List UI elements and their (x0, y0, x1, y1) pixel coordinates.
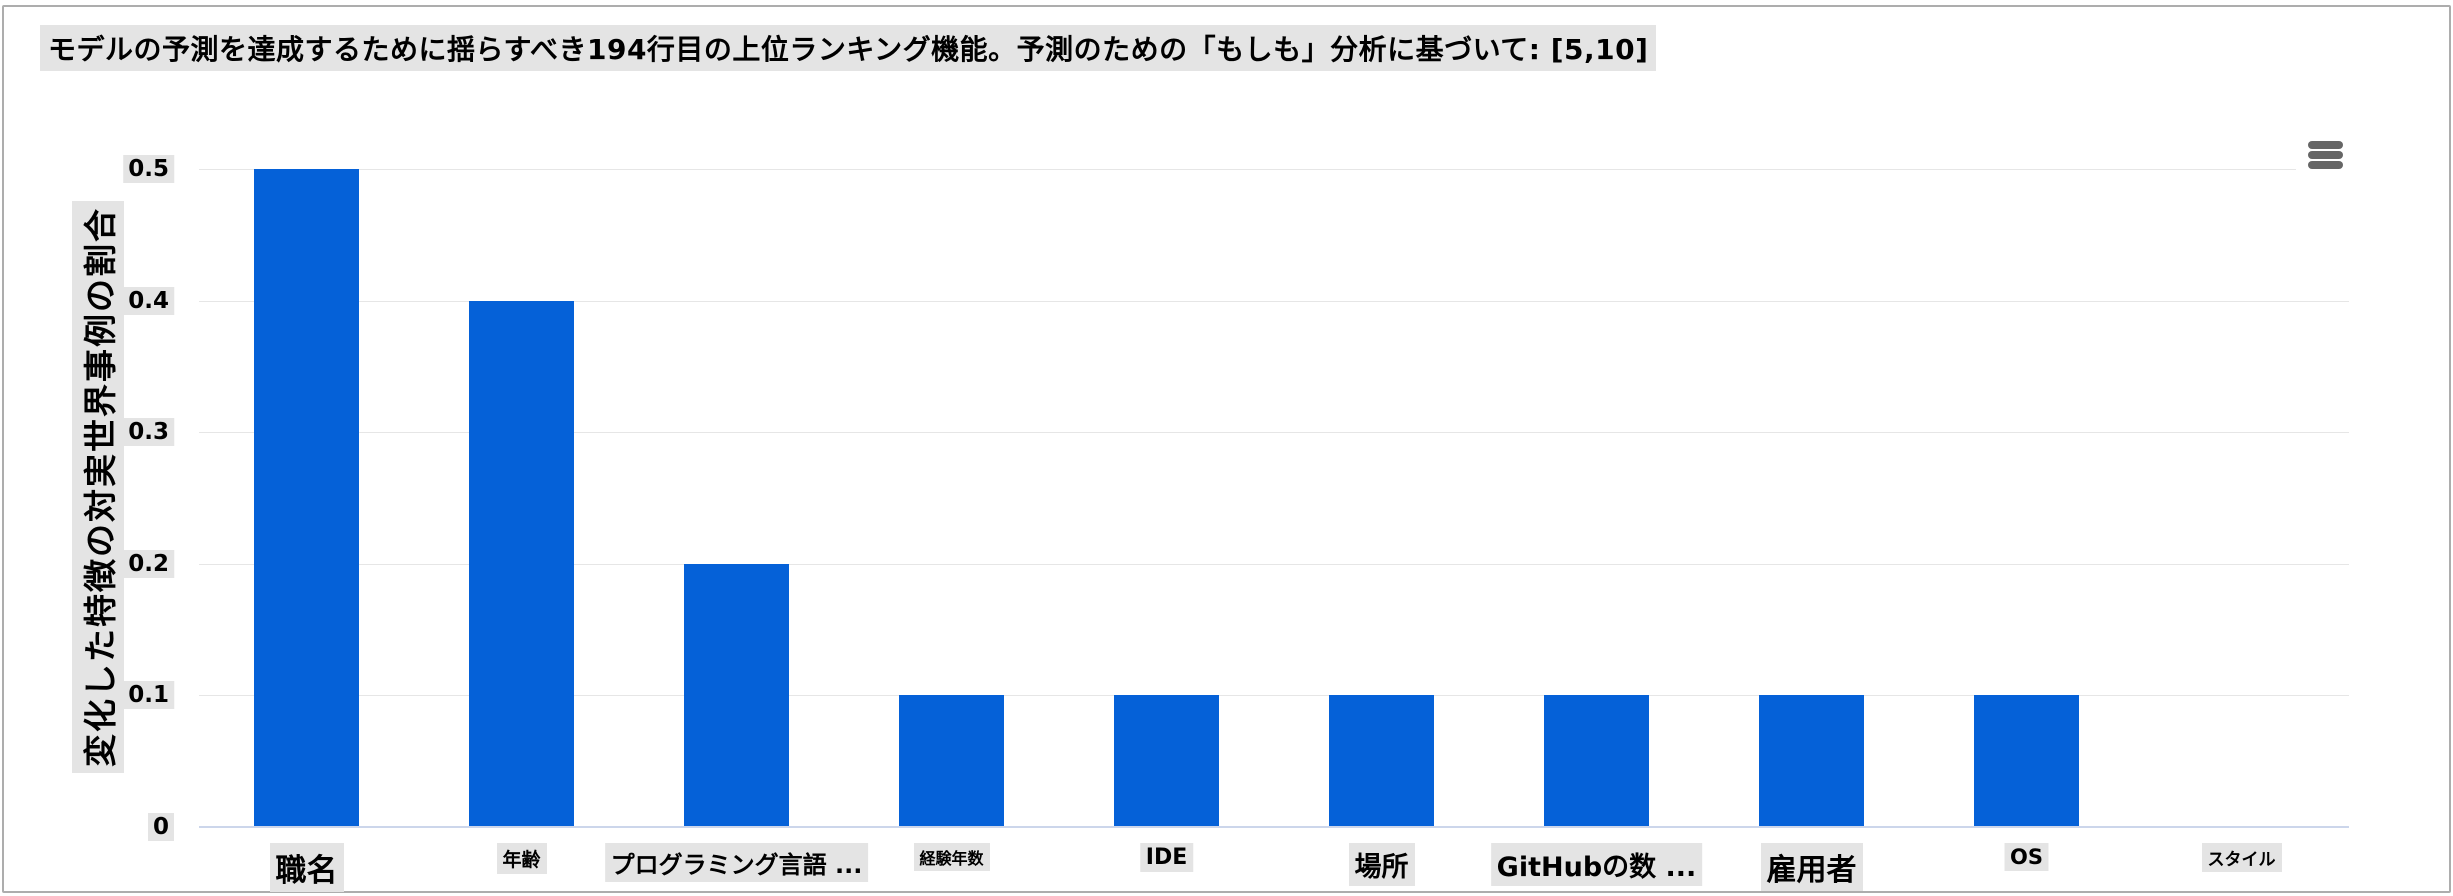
chart-container: モデルの予測を達成するために揺らすべき194行目の上位ランキング機能。予測のため… (2, 5, 2451, 893)
bar-プログラミング言語 ...[interactable] (684, 563, 789, 827)
x-category-label: 職名 (269, 843, 344, 892)
x-category-label: 経験年数 (913, 843, 990, 871)
bar-GitHubの数 ...[interactable] (1544, 695, 1649, 827)
chart-context-menu-button[interactable] (2296, 131, 2354, 179)
bar-雇用者[interactable] (1759, 695, 1864, 827)
gridline (199, 300, 2349, 302)
x-category-label: 年齢 (496, 843, 547, 874)
y-tick-label: 0.3 (123, 418, 174, 447)
bar-経験年数[interactable] (899, 695, 1004, 827)
x-category-label: IDE (1139, 843, 1194, 872)
x-category-label: 場所 (1348, 843, 1415, 886)
y-tick-label: 0.5 (123, 155, 174, 183)
gridline (199, 169, 2349, 170)
chart-title: モデルの予測を達成するために揺らすべき194行目の上位ランキング機能。予測のため… (40, 25, 1657, 71)
y-tick-label: 0.1 (123, 681, 174, 710)
x-category-label: 雇用者 (1760, 843, 1863, 891)
plot-area (199, 169, 2349, 828)
y-tick-label: 0.4 (123, 286, 174, 315)
x-category-label: OS (2004, 843, 2049, 871)
x-category-label: スタイル (2201, 843, 2282, 872)
gridline (199, 695, 2349, 697)
gridline (199, 563, 2349, 565)
y-tick-label: 0 (147, 813, 174, 841)
gridline (199, 432, 2349, 434)
y-tick-label: 0.2 (123, 549, 174, 578)
bar-場所[interactable] (1329, 695, 1434, 827)
x-axis-line (199, 826, 2349, 828)
bar-OS[interactable] (1974, 695, 2079, 827)
x-category-label: プログラミング言語 ... (604, 843, 869, 882)
bar-職名[interactable] (254, 169, 359, 827)
x-category-label: GitHubの数 ... (1490, 843, 1703, 886)
bar-年齢[interactable] (469, 300, 574, 827)
y-axis-title: 変化した特徴の対実世界事例の割合 (72, 201, 124, 773)
bar-IDE[interactable] (1114, 695, 1219, 827)
